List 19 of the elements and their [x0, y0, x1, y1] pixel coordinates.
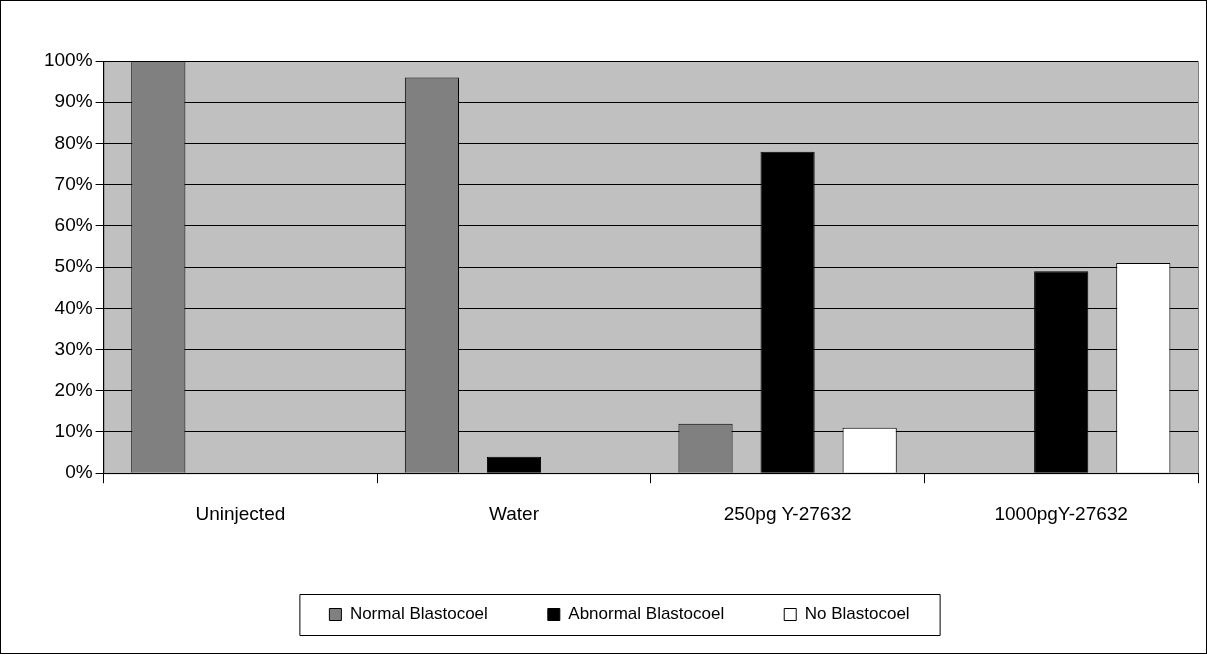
legend-label: No Blastocoel [804, 604, 910, 624]
y-tick-label: 80% [54, 131, 93, 153]
x-tick-label: 250pg Y-27632 [723, 502, 852, 524]
y-tick-label: 0% [65, 461, 93, 483]
y-tick-label: 100% [43, 49, 93, 71]
y-tick-label: 60% [54, 214, 93, 236]
bar [486, 456, 542, 473]
x-tick-label: Water [489, 502, 540, 524]
y-tick-label: 50% [54, 255, 93, 277]
x-tick-label: Uninjected [195, 502, 286, 524]
y-tick-label: 10% [54, 420, 93, 442]
y-tick-label: 90% [54, 90, 93, 112]
legend-label: Abnormal Blastocoel [568, 604, 725, 624]
y-tick-label: 20% [54, 378, 93, 400]
legend-label: Normal Blastocoel [349, 604, 488, 624]
x-tick-label: 1000pgY-27632 [994, 502, 1128, 524]
y-tick-label: 70% [54, 172, 93, 194]
y-tick-label: 30% [54, 337, 93, 359]
y-tick-label: 40% [54, 296, 93, 318]
